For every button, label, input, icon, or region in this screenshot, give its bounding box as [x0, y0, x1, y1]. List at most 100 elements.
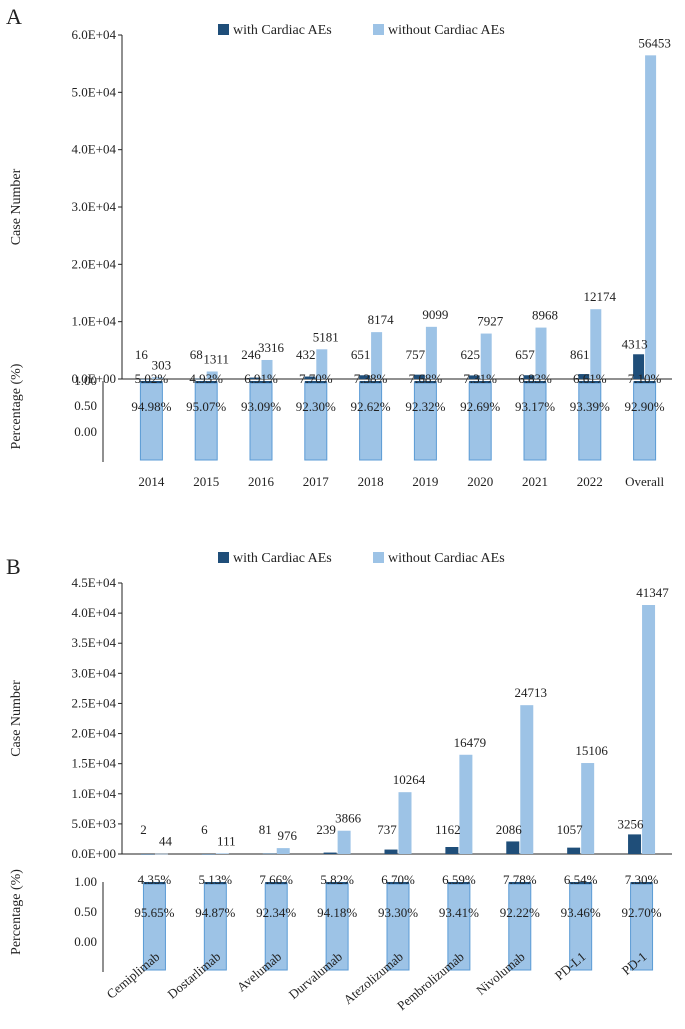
- value-label-with: 737: [377, 822, 397, 837]
- bar-without-2020: [480, 333, 492, 379]
- category-label: 2018: [358, 474, 384, 489]
- value-label-without: 12174: [584, 289, 617, 304]
- bar-with-2016: [249, 377, 261, 379]
- value-label-without: 3316: [258, 340, 285, 355]
- legend-swatch-with: [218, 24, 229, 35]
- pct-label-without: 94.87%: [195, 905, 235, 920]
- value-label-without: 7927: [477, 314, 504, 329]
- y-tick-label: 1.0E+04: [71, 786, 116, 801]
- category-label: 2021: [522, 474, 548, 489]
- legend-swatch-without: [373, 552, 384, 563]
- pct-bar-without: [413, 382, 437, 461]
- bar-with-2017: [304, 376, 316, 379]
- pct-label-with: 7.38%: [354, 371, 388, 386]
- value-label-without: 303: [152, 357, 172, 372]
- bar-without-2015: [206, 371, 218, 379]
- bar-with-2022: [578, 374, 590, 379]
- category-label: 2022: [577, 474, 603, 489]
- category-label: Nivolumab: [473, 949, 527, 998]
- bar-without-overall: [645, 55, 657, 380]
- pct-label-without: 95.07%: [186, 399, 226, 414]
- value-label-without: 5181: [313, 329, 339, 344]
- pct-label-with: 5.13%: [199, 872, 233, 887]
- pct-bar-without: [249, 382, 273, 461]
- value-label-without: 976: [277, 828, 297, 843]
- bar-with-2014: [139, 378, 151, 380]
- category-label: Atezolizumab: [340, 949, 406, 1007]
- bar-with-2021: [523, 375, 535, 379]
- pct-y-tick-label: 1.00: [74, 373, 97, 388]
- pct-label-with: 7.10%: [628, 371, 662, 386]
- category-label: 2014: [138, 474, 165, 489]
- pct-bar-without: [578, 382, 602, 461]
- y-tick-label: 6.0E+04: [71, 27, 116, 42]
- legend-label-without: without Cardiac AEs: [388, 23, 505, 38]
- bar-without-avelumab: [276, 848, 290, 854]
- y-tick-label: 1.5E+04: [71, 756, 116, 771]
- pct-bar-with: [508, 882, 531, 884]
- pct-bar-without: [523, 382, 547, 461]
- y-tick-label: 3.5E+04: [71, 635, 116, 650]
- value-label-with: 757: [406, 347, 426, 362]
- category-label: Cemiplimab: [103, 949, 162, 1002]
- legend-label-with: with Cardiac AEs: [233, 23, 332, 38]
- pct-label-with: 7.78%: [503, 872, 537, 887]
- category-label: Overall: [625, 474, 664, 489]
- legend-label-with: with Cardiac AEs: [233, 551, 332, 566]
- category-label: Durvalumab: [286, 949, 345, 1002]
- pct-bar-with: [387, 882, 409, 884]
- pct-bar-with: [195, 381, 218, 383]
- category-label: 2016: [248, 474, 275, 489]
- pct-bar-with: [524, 381, 546, 383]
- pct-label-without: 95.65%: [134, 905, 174, 920]
- pct-label-with: 6.54%: [564, 872, 598, 887]
- pct-bar-without: [304, 382, 328, 461]
- y-tick-label: 5.0E+04: [71, 84, 116, 99]
- y-tick-label: 4.0E+04: [71, 605, 116, 620]
- value-label-without: 8968: [532, 308, 558, 323]
- bar-without-pd-l1: [581, 763, 595, 854]
- pct-bar-with: [359, 381, 382, 383]
- pct-label-without: 94.18%: [317, 905, 357, 920]
- bar-with-durvalumab: [323, 852, 337, 854]
- pct-y-tick-label: 0.50: [74, 398, 97, 413]
- pct-bar-with: [204, 882, 227, 884]
- value-label-without: 16479: [454, 735, 487, 750]
- pct-bar-without: [194, 382, 218, 461]
- value-label-without: 41347: [636, 585, 669, 600]
- legend-swatch-with: [218, 552, 229, 563]
- bar-without-2017: [316, 349, 328, 379]
- pct-bar-with: [326, 882, 349, 884]
- pct-bar-with: [633, 381, 656, 383]
- y-tick-label: 2.0E+04: [71, 256, 116, 271]
- pct-label-without: 93.46%: [561, 905, 601, 920]
- bar-without-pd-1: [642, 604, 656, 854]
- value-label-without: 44: [159, 834, 173, 849]
- value-label-with: 3256: [618, 816, 645, 831]
- y-tick-label: 3.0E+04: [71, 199, 116, 214]
- bar-without-2014: [151, 377, 163, 379]
- pct-label-without: 92.70%: [622, 905, 662, 920]
- pct-label-with: 6.70%: [381, 872, 415, 887]
- pct-label-with: 7.31%: [463, 371, 497, 386]
- bar-without-2018: [371, 332, 383, 379]
- value-label-with: 1162: [435, 822, 461, 837]
- pct-label-with: 6.59%: [442, 872, 476, 887]
- bar-with-2020: [468, 375, 480, 379]
- pct-label-with: 7.30%: [625, 872, 659, 887]
- bar-with-dostarlimab: [201, 853, 215, 855]
- pct-y-tick-label: 0.00: [74, 424, 97, 439]
- value-label-with: 6: [201, 822, 208, 837]
- y-tick-label: 2.5E+04: [71, 695, 116, 710]
- panel-label: A: [6, 4, 22, 29]
- value-label-without: 8174: [368, 312, 395, 327]
- y-tick-label: 0.0E+00: [71, 846, 116, 861]
- value-label-with: 861: [570, 347, 590, 362]
- pct-label-with: 7.66%: [259, 872, 293, 887]
- category-label: Avelumab: [234, 949, 284, 995]
- value-label-with: 657: [515, 347, 535, 362]
- category-label: 2015: [193, 474, 219, 489]
- value-label-without: 111: [217, 833, 236, 848]
